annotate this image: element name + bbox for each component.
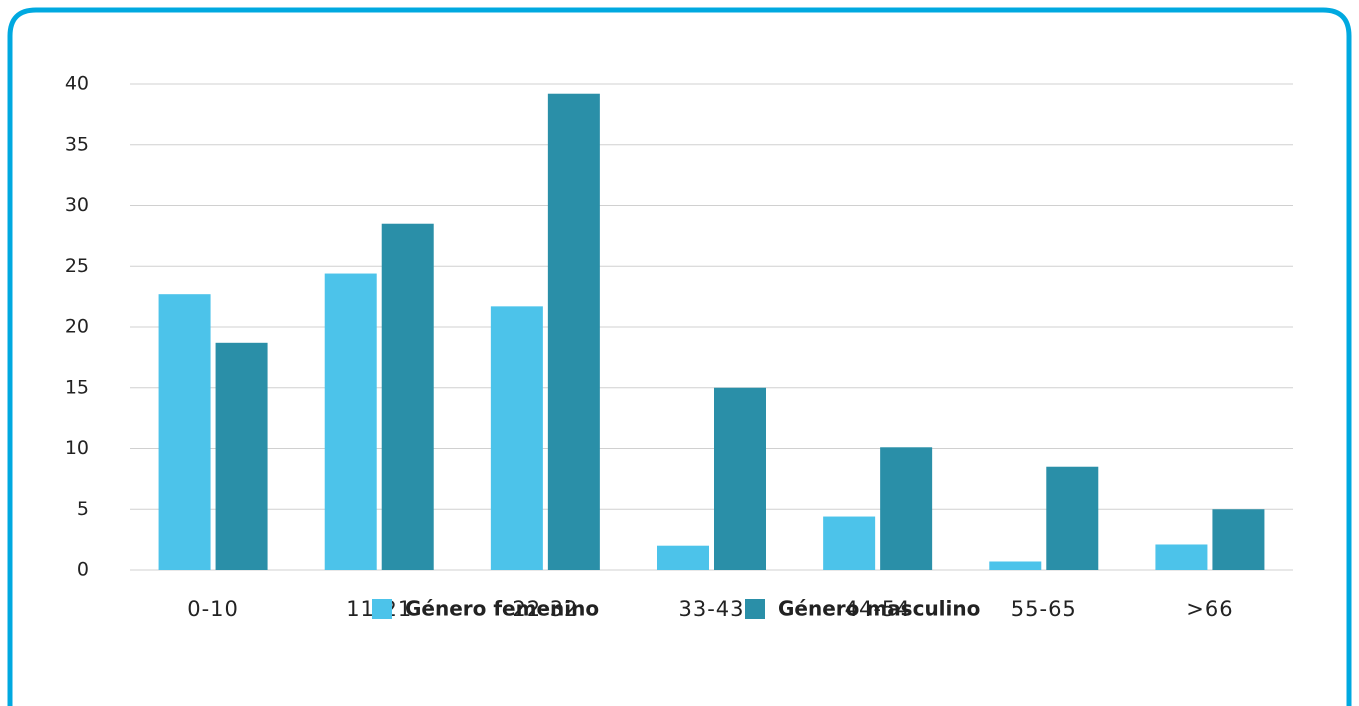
bar (714, 387, 766, 570)
x-tick-label: 55-65 (1011, 597, 1077, 621)
y-tick-label: 5 (77, 498, 89, 520)
legend-swatch (372, 599, 392, 619)
y-tick-label: 40 (65, 73, 89, 95)
legend-swatch (745, 599, 765, 619)
y-tick-label: 15 (65, 376, 89, 398)
bar (1155, 544, 1208, 570)
legend-label: Género masculino (778, 597, 980, 621)
y-tick-label: 10 (65, 437, 89, 459)
x-tick-label: 22-32 (512, 597, 578, 621)
bar (989, 561, 1042, 570)
bar (880, 447, 933, 570)
bar (547, 93, 600, 570)
bar (1212, 509, 1265, 570)
y-tick-label: 30 (65, 194, 89, 216)
bar (657, 545, 709, 570)
x-tick-label: 0-10 (187, 597, 239, 621)
frame (7, 7, 1352, 706)
x-tick-label: 33-43 (678, 597, 744, 621)
y-tick-label: 20 (65, 316, 89, 338)
x-tick-label: >66 (1186, 597, 1233, 621)
x-tick-label: 44-54 (845, 597, 911, 621)
legend-label: Género femenino (405, 597, 599, 621)
bar (158, 294, 211, 570)
y-tick-label: 25 (65, 255, 89, 277)
bar (490, 306, 543, 570)
y-tick-label: 0 (77, 559, 89, 581)
bar (823, 516, 876, 570)
bar (381, 223, 434, 570)
bar (1046, 466, 1099, 570)
bar (324, 273, 377, 570)
y-tick-label: 35 (65, 133, 89, 155)
bar (215, 342, 268, 570)
